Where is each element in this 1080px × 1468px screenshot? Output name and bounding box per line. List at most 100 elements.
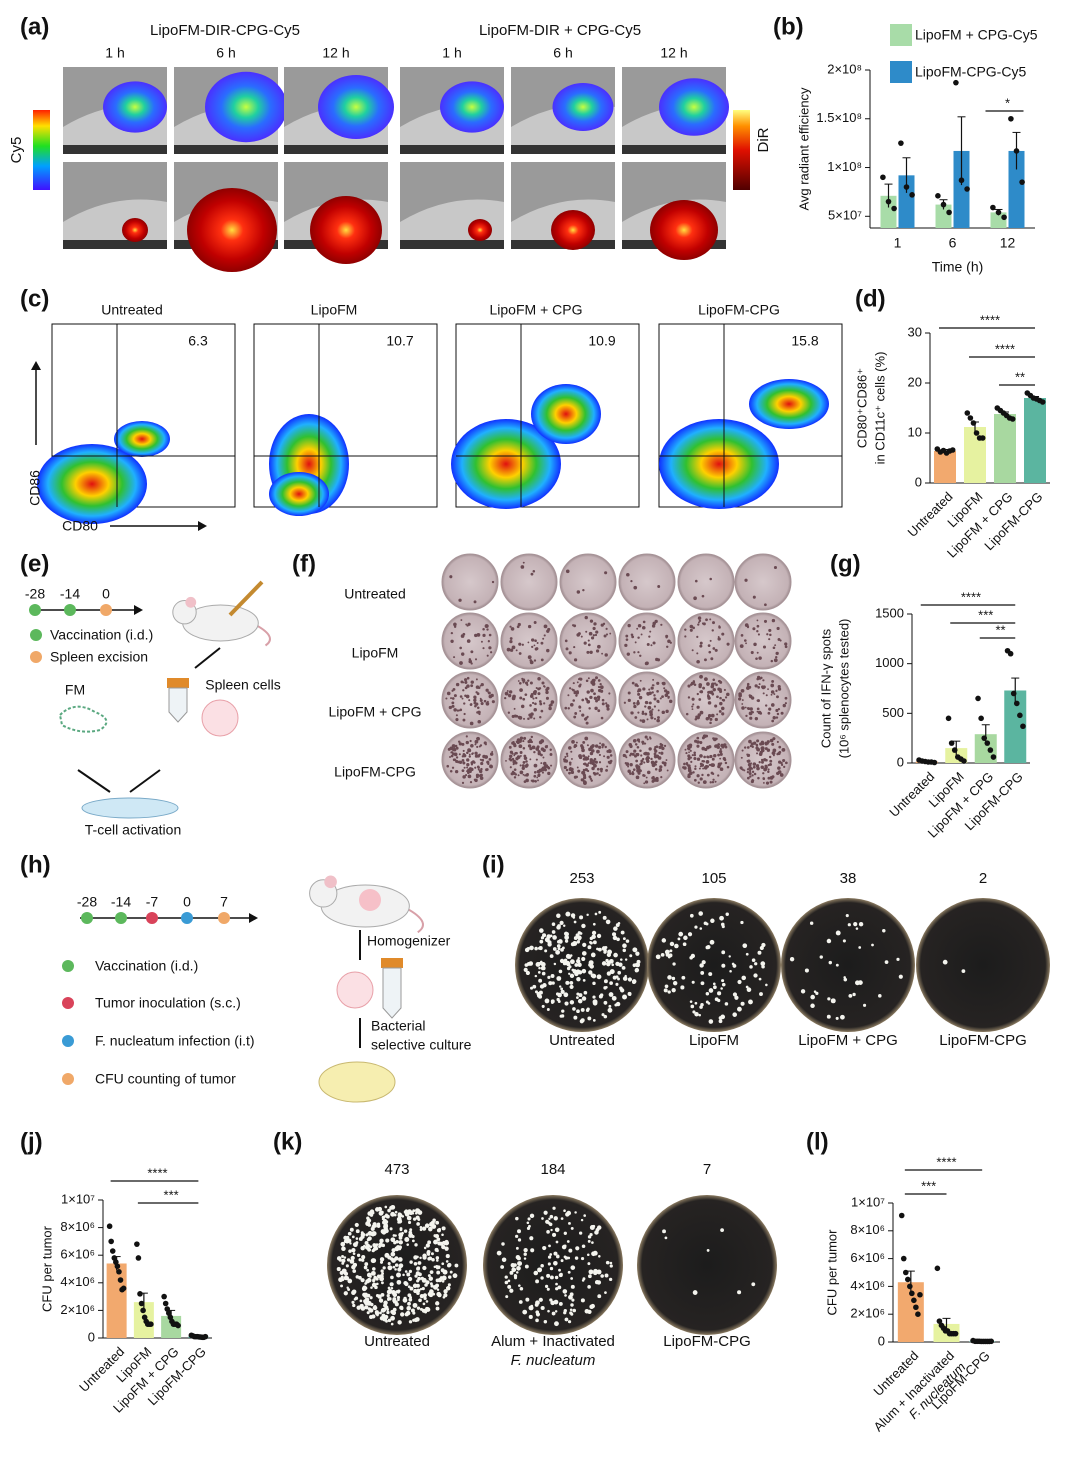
colony [552,1206,556,1210]
colony [621,966,626,970]
spot [593,692,596,696]
colony [815,991,819,995]
spot [479,698,483,703]
spot [636,701,640,706]
spot [646,738,649,741]
colony [526,1226,531,1231]
colony [603,948,607,953]
spot [600,770,603,773]
colony [596,974,602,980]
colony [710,920,714,923]
colony [391,1258,396,1263]
spot [651,763,654,766]
colony [589,936,594,941]
spot [644,780,649,784]
data-point [909,1290,915,1297]
spot [713,754,717,758]
spot [568,761,572,764]
significance-label: ** [1015,369,1025,384]
significance-label: *** [921,1178,936,1193]
colony [606,952,612,958]
y-tick-label: 1×10⁷ [61,1191,95,1206]
spot [714,780,717,783]
colony [615,1001,621,1007]
spot [461,697,464,700]
colony [597,1294,602,1299]
cy5-signal [659,78,729,136]
image-floor [174,145,278,154]
colony [341,1254,344,1258]
spot [659,765,663,769]
spot [756,766,760,771]
spot [627,623,631,628]
y-tick-label: 1×10⁷ [851,1194,885,1209]
result-label: T-cell activation [85,822,181,838]
spot [483,699,487,703]
spot [768,755,772,759]
spot [509,750,514,754]
colony [390,1275,394,1280]
spot [724,696,728,699]
spot [585,763,589,767]
spot [718,625,721,628]
colony [534,974,538,978]
spot [563,765,567,770]
colony [366,1277,372,1283]
colony [554,1227,560,1233]
colony [559,958,565,964]
legend-swatch [890,61,912,83]
spot [636,690,640,693]
spot [709,618,712,621]
spot [689,628,693,632]
spot [598,774,601,777]
data-point [913,1304,919,1311]
colony [367,1232,370,1235]
colony [612,935,618,941]
spot [466,758,470,762]
colony [416,1255,419,1259]
colony [574,1256,579,1260]
spot [578,754,582,758]
spot [605,768,608,772]
colony [699,927,703,930]
colony [708,972,713,977]
colony [397,1298,400,1302]
data-point [931,759,938,766]
spot [519,696,523,700]
spot [522,561,525,564]
spot [771,679,775,683]
spot [571,758,573,760]
colony [683,935,688,941]
spot [692,626,695,630]
spot [461,758,465,762]
count-label: 105 [701,870,726,887]
spot [504,697,507,700]
colony [669,949,673,953]
data-point [988,1338,995,1345]
colony [689,913,694,918]
colony [604,1002,607,1005]
spot [770,693,773,696]
spot [589,751,594,756]
spot [711,629,714,632]
colony [810,994,815,1000]
spot [776,626,780,631]
spot [641,742,644,745]
spot [710,657,714,661]
spot [696,774,700,778]
colony [594,1230,599,1235]
data-point [935,193,941,199]
spot [604,745,607,749]
colony [681,975,686,980]
y-tick-label: 500 [882,705,904,720]
spot [693,751,696,755]
spot [744,706,747,709]
colony [416,1283,420,1288]
colony [373,1275,377,1280]
spot [459,695,463,698]
dir-signal [310,196,382,264]
colony [347,1238,352,1243]
spot [693,753,697,757]
spot [522,747,526,750]
colony [546,1273,551,1278]
